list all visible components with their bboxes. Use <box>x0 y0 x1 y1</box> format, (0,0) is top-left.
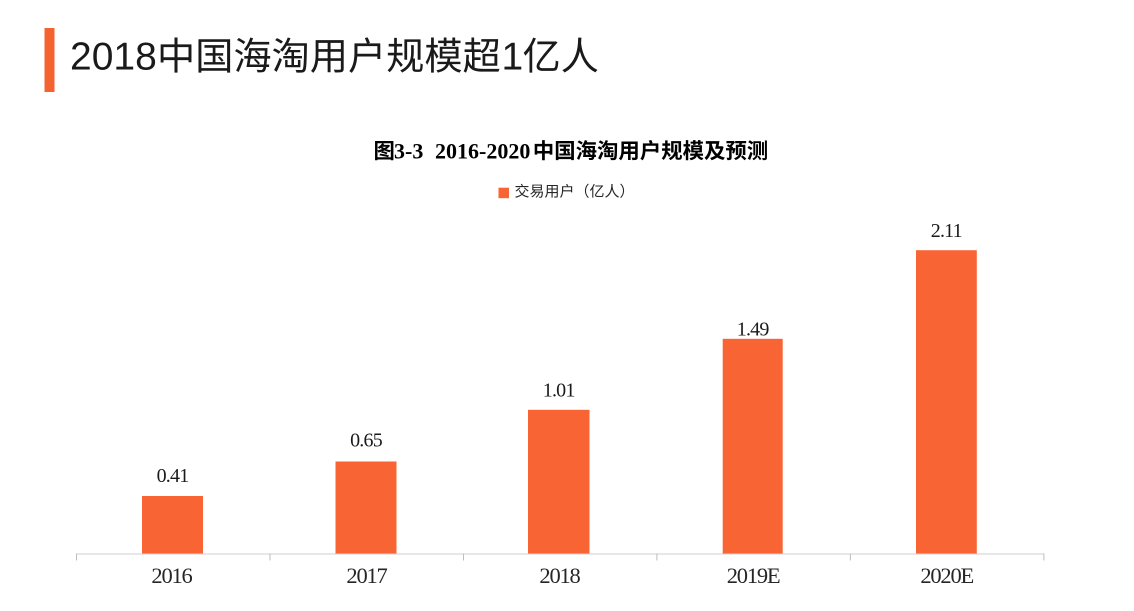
svg-text:2018: 2018 <box>539 563 580 588</box>
svg-text:1.49: 1.49 <box>737 319 770 341</box>
svg-text:2016-2020: 2016-2020 <box>435 138 530 163</box>
svg-text:2018: 2018 <box>70 36 157 79</box>
svg-text:1.01: 1.01 <box>543 379 575 401</box>
svg-text:2016: 2016 <box>151 563 192 588</box>
svg-text:2019E: 2019E <box>727 563 780 588</box>
svg-text:2.11: 2.11 <box>931 220 962 242</box>
svg-text:0.41: 0.41 <box>157 465 189 487</box>
svg-text:2020E: 2020E <box>920 563 973 588</box>
svg-text:0.65: 0.65 <box>350 429 383 451</box>
svg-text:1: 1 <box>502 36 524 79</box>
svg-text:2017: 2017 <box>346 563 387 588</box>
svg-text:3-3: 3-3 <box>394 138 423 163</box>
